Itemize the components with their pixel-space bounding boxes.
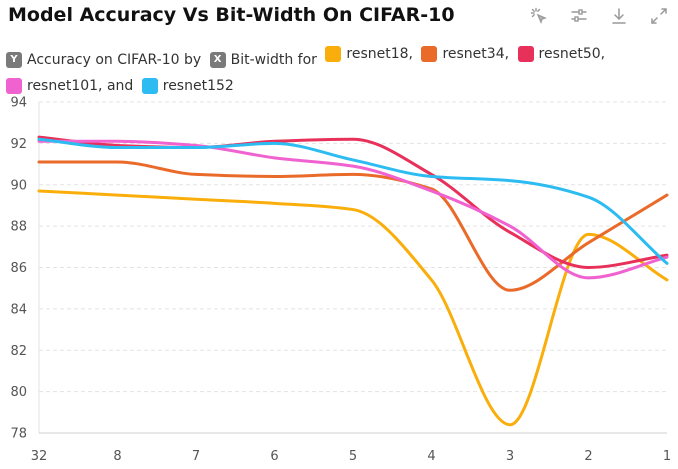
select-button[interactable] [528, 5, 550, 27]
legend-swatch-resnet34 [421, 46, 438, 62]
legend-item-resnet101[interactable]: resnet101, and [6, 73, 133, 99]
legend-label-resnet18: resnet18, [346, 46, 413, 62]
legend-label-resnet101: resnet101, and [27, 78, 134, 94]
y-tick-label: 84 [10, 302, 27, 317]
x-tick-label: 32 [31, 449, 48, 464]
x-tick-label: 7 [192, 449, 200, 464]
y-axis-description: Accuracy on CIFAR-10 by [27, 52, 202, 68]
expand-button[interactable] [648, 5, 670, 27]
legend-swatch-resnet50 [517, 46, 534, 62]
select-icon [530, 7, 547, 24]
x-tick-label: 8 [113, 449, 121, 464]
legend-x-axis: X Bit-width for [209, 47, 317, 73]
legend-label-resnet50: resnet50, [538, 46, 606, 62]
y-tick-label: 88 [10, 220, 27, 235]
download-button[interactable] [608, 5, 630, 27]
y-tick-label: 92 [10, 137, 27, 152]
legend-swatch-resnet101 [6, 78, 22, 94]
legend-label-resnet34: resnet34, [442, 46, 510, 62]
y-tick-label: 80 [10, 385, 27, 400]
series-line-resnet152[interactable] [37, 137, 669, 265]
expand-icon [651, 8, 667, 24]
chart-title: Model Accuracy Vs Bit-Width On CIFAR-10 [8, 4, 455, 26]
adjust-icon [571, 9, 587, 22]
x-tick-label: 1 [663, 449, 671, 464]
legend-swatch-resnet18 [325, 46, 342, 62]
series-line-resnet50[interactable] [37, 135, 669, 269]
x-axis-badge: X [209, 52, 226, 68]
legend-swatch-resnet152 [141, 78, 158, 94]
series-layer [37, 135, 669, 427]
legend-item-resnet152[interactable]: resnet152 [141, 73, 234, 99]
series-line-resnet101[interactable] [37, 139, 669, 280]
y-tick-label: 94 [10, 96, 27, 111]
series-line-resnet34[interactable] [37, 160, 669, 292]
legend-item-resnet18[interactable]: resnet18, [325, 41, 413, 67]
x-tick-label: 2 [584, 449, 592, 464]
y-axis-badge: Y [6, 52, 22, 68]
x-tick-label: 4 [427, 449, 435, 464]
y-tick-label: 90 [10, 178, 27, 193]
adjust-button[interactable] [568, 5, 590, 27]
legend-label-resnet152: resnet152 [162, 78, 234, 94]
download-icon [612, 8, 626, 24]
x-tick-label: 3 [506, 449, 514, 464]
chart-toolbar [528, 5, 670, 27]
chart-legend: Y Accuracy on CIFAR-10 by X Bit-width fo… [6, 41, 626, 103]
legend-item-resnet34[interactable]: resnet34, [421, 41, 509, 67]
grid-layer [39, 101, 667, 434]
x-axis-description: Bit-width for [230, 52, 317, 68]
y-tick-label: 86 [10, 261, 27, 276]
series-line-resnet18[interactable] [37, 189, 669, 427]
legend-item-resnet50[interactable]: resnet50, [517, 41, 606, 67]
x-tick-label: 5 [349, 449, 357, 464]
x-tick-label: 6 [270, 449, 278, 464]
legend-y-axis: Y Accuracy on CIFAR-10 by [6, 47, 201, 73]
y-tick-label: 82 [10, 344, 27, 359]
y-tick-label: 78 [10, 427, 27, 442]
